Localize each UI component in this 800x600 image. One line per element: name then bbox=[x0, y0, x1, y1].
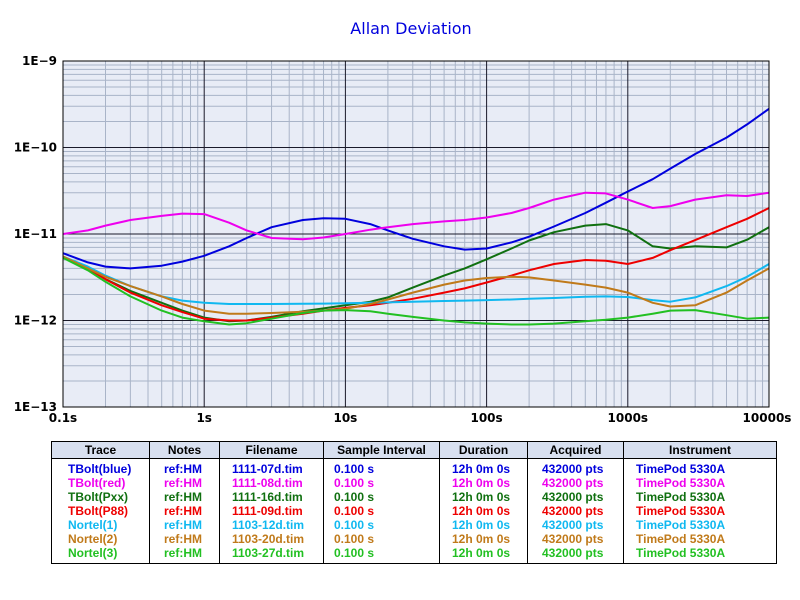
chart-title: Allan Deviation bbox=[350, 19, 471, 38]
column-divider bbox=[323, 458, 324, 563]
header-sample-interval: Sample Interval bbox=[324, 442, 440, 458]
cell-notes: ref:HM bbox=[164, 462, 202, 476]
cell-notes: ref:HM bbox=[164, 532, 202, 546]
table-row: TBolt(red) ref:HM 1111-08d.tim 0.100 s 12h 0… bbox=[52, 476, 776, 490]
x-axis-ticks: 0.1s 1s 10s 100s 1000s 10000s bbox=[49, 411, 792, 425]
cell-filename: 1103-12d.tim bbox=[232, 518, 305, 532]
series-line-nortel-1 bbox=[62, 255, 770, 305]
y-tick-label: 1E−10 bbox=[14, 141, 57, 155]
table-body: TBolt(blue) ref:HM 1111-07d.tim 0.100 s 12h … bbox=[52, 462, 776, 560]
x-tick-label: 100s bbox=[470, 411, 502, 425]
cell-filename: 1111-16d.tim bbox=[232, 490, 303, 504]
cell-acquired: 432000 pts bbox=[542, 518, 604, 532]
column-divider bbox=[219, 458, 220, 563]
cell-trace: TBolt(red) bbox=[68, 476, 126, 490]
cell-duration: 12h 0m 0s bbox=[452, 476, 511, 490]
y-tick-label: 1E−11 bbox=[14, 227, 57, 241]
cell-filename: 1111-07d.tim bbox=[232, 462, 303, 476]
cell-acquired: 432000 pts bbox=[542, 462, 604, 476]
series-line-tbolt-p88 bbox=[62, 207, 770, 322]
series-line-tbolt-blue bbox=[62, 107, 770, 270]
cell-duration: 12h 0m 0s bbox=[452, 518, 511, 532]
cell-interval: 0.100 s bbox=[334, 476, 375, 490]
cell-trace: TBolt(blue) bbox=[68, 462, 132, 476]
cell-duration: 12h 0m 0s bbox=[452, 546, 511, 560]
header-notes: Notes bbox=[150, 442, 220, 458]
table-row: Nortel(3) ref:HM 1103-27d.tim 0.100 s 12h 0m… bbox=[52, 546, 776, 560]
plot-border bbox=[62, 60, 770, 408]
series-line-nortel-2 bbox=[62, 255, 770, 315]
table-row: TBolt(blue) ref:HM 1111-07d.tim 0.100 s 12h … bbox=[52, 462, 776, 476]
trace-info-table: Trace Notes Filename Sample Interval Dur… bbox=[51, 441, 777, 564]
series-line-nortel-3 bbox=[62, 257, 770, 326]
cell-acquired: 432000 pts bbox=[542, 490, 604, 504]
allan-deviation-chart: Allan Deviation 0.1s 1s 10s 100s 1000s 10000s… bbox=[14, 19, 792, 425]
column-divider bbox=[439, 458, 440, 563]
cell-interval: 0.100 s bbox=[334, 490, 375, 504]
column-divider bbox=[149, 458, 150, 563]
grid bbox=[62, 60, 770, 408]
header-instrument: Instrument bbox=[668, 443, 731, 457]
series-lines bbox=[62, 107, 770, 326]
cell-interval: 0.100 s bbox=[334, 532, 375, 546]
y-tick-label: 1E−13 bbox=[14, 400, 57, 414]
cell-instrument: TimePod 5330A bbox=[636, 490, 726, 504]
cell-acquired: 432000 pts bbox=[542, 476, 604, 490]
cell-trace: Nortel(1) bbox=[68, 518, 118, 532]
cell-instrument: TimePod 5330A bbox=[636, 476, 726, 490]
x-tick-label: 1000s bbox=[608, 411, 649, 425]
column-divider bbox=[527, 458, 528, 563]
cell-filename: 1103-27d.tim bbox=[232, 546, 305, 560]
table-row: Nortel(2) ref:HM 1103-20d.tim 0.100 s 12h 0m… bbox=[52, 532, 776, 546]
header-acquired: Acquired bbox=[528, 442, 624, 458]
cell-interval: 0.100 s bbox=[334, 518, 375, 532]
y-tick-label: 1E−12 bbox=[14, 314, 57, 328]
cell-instrument: TimePod 5330A bbox=[636, 462, 726, 476]
cell-duration: 12h 0m 0s bbox=[452, 532, 511, 546]
cell-interval: 0.100 s bbox=[334, 462, 375, 476]
table-header: Trace Notes Filename Sample Interval Dur… bbox=[52, 442, 776, 459]
cell-trace: TBolt(Pxx) bbox=[68, 490, 128, 504]
y-tick-label: 1E−9 bbox=[22, 54, 57, 68]
cell-interval: 0.100 s bbox=[334, 504, 375, 518]
cell-interval: 0.100 s bbox=[334, 546, 375, 560]
header-filename: Filename bbox=[220, 442, 324, 458]
cell-trace: TBolt(P88) bbox=[68, 504, 128, 518]
series-line-tbolt-pxx bbox=[62, 223, 770, 323]
cell-filename: 1111-09d.tim bbox=[232, 504, 303, 518]
x-tick-label: 0.1s bbox=[49, 411, 77, 425]
series-line-tbolt-red bbox=[62, 191, 770, 241]
cell-duration: 12h 0m 0s bbox=[452, 504, 511, 518]
cell-trace: Nortel(2) bbox=[68, 532, 118, 546]
y-axis-ticks: 1E−9 1E−10 1E−11 1E−12 1E−13 bbox=[14, 54, 57, 414]
cell-instrument: TimePod 5330A bbox=[636, 546, 726, 560]
cell-filename: 1111-08d.tim bbox=[232, 476, 303, 490]
table-row: TBolt(Pxx) ref:HM 1111-16d.tim 0.100 s 12h 0… bbox=[52, 490, 776, 504]
column-divider bbox=[623, 458, 624, 563]
cell-notes: ref:HM bbox=[164, 518, 202, 532]
cell-instrument: TimePod 5330A bbox=[636, 504, 726, 518]
cell-notes: ref:HM bbox=[164, 490, 202, 504]
cell-duration: 12h 0m 0s bbox=[452, 462, 511, 476]
cell-acquired: 432000 pts bbox=[542, 532, 604, 546]
x-tick-label: 1s bbox=[196, 411, 212, 425]
header-trace: Trace bbox=[52, 442, 150, 458]
x-tick-label: 10s bbox=[333, 411, 357, 425]
cell-acquired: 432000 pts bbox=[542, 504, 604, 518]
header-duration: Duration bbox=[440, 442, 528, 458]
cell-notes: ref:HM bbox=[164, 504, 202, 518]
cell-instrument: TimePod 5330A bbox=[636, 518, 726, 532]
cell-notes: ref:HM bbox=[164, 476, 202, 490]
cell-instrument: TimePod 5330A bbox=[636, 532, 726, 546]
cell-notes: ref:HM bbox=[164, 546, 202, 560]
cell-trace: Nortel(3) bbox=[68, 546, 118, 560]
cell-filename: 1103-20d.tim bbox=[232, 532, 305, 546]
table-row: TBolt(P88) ref:HM 1111-09d.tim 0.100 s 12h 0… bbox=[52, 504, 776, 518]
x-tick-label: 10000s bbox=[743, 411, 792, 425]
cell-duration: 12h 0m 0s bbox=[452, 490, 511, 504]
table-row: Nortel(1) ref:HM 1103-12d.tim 0.100 s 12h 0m… bbox=[52, 518, 776, 532]
cell-acquired: 432000 pts bbox=[542, 546, 604, 560]
